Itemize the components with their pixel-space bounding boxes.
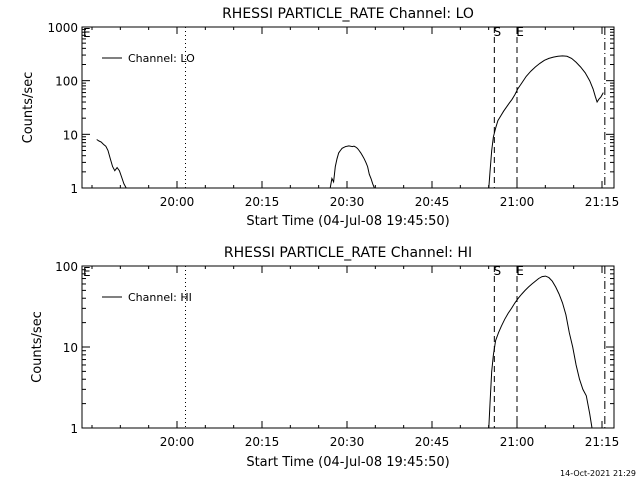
y-tick-label: 100 [55, 260, 78, 274]
y-tick-label: 10 [63, 128, 78, 142]
chart-title: RHESSI PARTICLE_RATE Channel: LO [222, 6, 474, 22]
x-tick-label: 20:30 [330, 435, 365, 449]
x-axis-label: Start Time (04-Jul-08 19:45:50) [246, 455, 449, 470]
legend-label: Channel: LO [128, 52, 195, 65]
rate-series-line [96, 139, 127, 189]
generation-timestamp: 14-Oct-2021 21:29 [560, 469, 636, 478]
x-tick-label: 20:45 [415, 195, 450, 209]
plot-frame [81, 26, 615, 189]
marker-label: S [494, 264, 502, 278]
x-tick-label: 20:30 [330, 195, 365, 209]
y-axis-label: Counts/sec [30, 311, 45, 383]
marker-label: E [516, 264, 524, 278]
x-tick-label: 20:45 [415, 435, 450, 449]
chart-title: RHESSI PARTICLE_RATE Channel: HI [224, 245, 472, 261]
lo-channel-panel: RHESSI PARTICLE_RATE Channel: LO 20:00 20:… [21, 6, 619, 229]
edge-marker-label: E [83, 26, 91, 40]
legend-label: Channel: HI [128, 291, 192, 304]
x-axis-label: Start Time (04-Jul-08 19:45:50) [246, 214, 449, 229]
hi-channel-panel: RHESSI PARTICLE_RATE Channel: HI 20:00 20:… [30, 245, 619, 470]
marker-label: E [516, 25, 524, 39]
x-tick-label: 20:15 [245, 195, 280, 209]
x-tick-label: 20:00 [160, 435, 195, 449]
y-tick-label: 100 [55, 75, 78, 89]
edge-marker-label: E [83, 265, 91, 279]
x-tick-label: 21:15 [585, 435, 620, 449]
x-tick-label: 20:15 [245, 435, 280, 449]
y-tick-label: 1 [70, 182, 78, 196]
x-tick-label: 20:00 [160, 195, 195, 209]
marker-label: S [494, 25, 502, 39]
rate-series-line [329, 145, 375, 189]
y-axis-label: Counts/sec [21, 72, 36, 144]
y-tick-label: 1000 [47, 21, 78, 35]
x-tick-label: 21:00 [500, 435, 535, 449]
rate-series-line [488, 55, 604, 189]
x-tick-label: 21:00 [500, 195, 535, 209]
y-tick-label: 1 [70, 422, 78, 436]
x-tick-label: 21:15 [585, 195, 620, 209]
y-tick-label: 10 [63, 341, 78, 355]
rate-series-line [488, 275, 593, 429]
